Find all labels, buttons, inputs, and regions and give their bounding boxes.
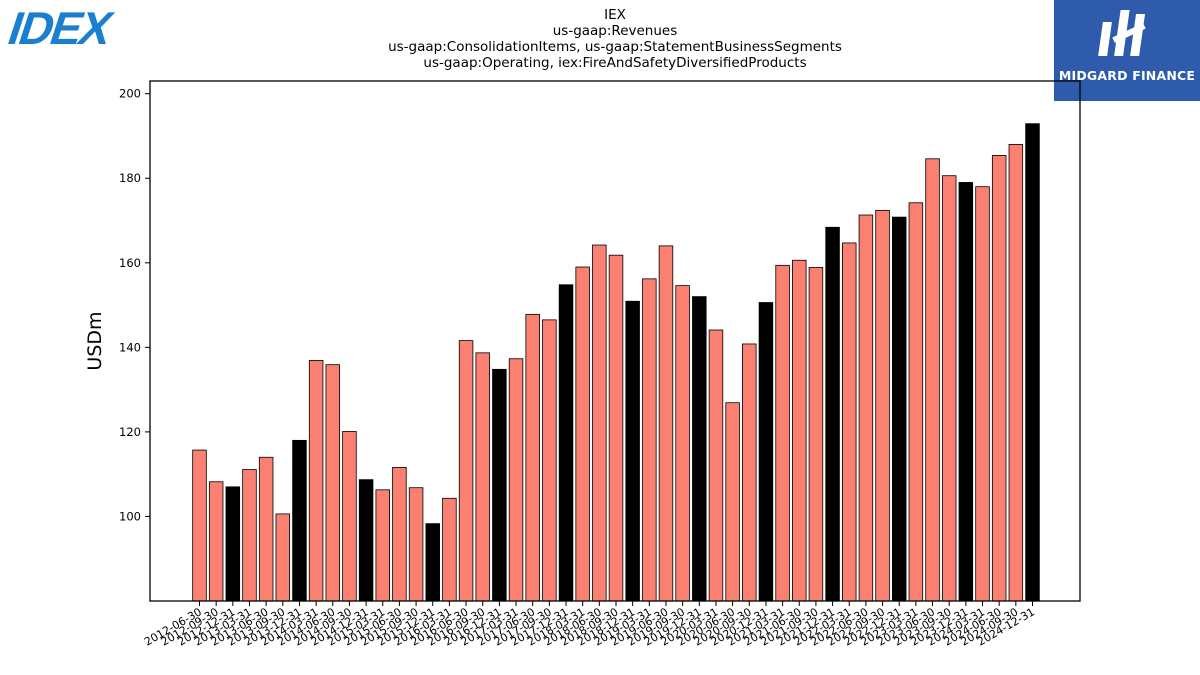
bar-2013-06-30 <box>258 456 274 602</box>
y-tick-label-180: 180 <box>119 171 141 185</box>
bar-2022-09-30 <box>875 209 890 602</box>
bar-2017-03-31 <box>508 358 524 602</box>
midgard-mark-icon <box>1098 10 1146 56</box>
y-tick-label-200: 200 <box>119 87 141 101</box>
chart-subtitle-member: us-gaap:Operating, iex:FireAndSafetyDive… <box>423 55 807 71</box>
chart-subtitle-concept: us-gaap:Revenues <box>552 23 678 39</box>
bar-2015-06-30 <box>392 467 407 602</box>
bar-2012-12-31 <box>225 486 241 602</box>
bar-2021-09-30 <box>808 267 824 602</box>
midgard-finance-logo: MIDGARD FINANCE <box>1054 0 1200 101</box>
idex-logo: IDEX <box>4 4 120 48</box>
bar-2017-09-30 <box>542 319 557 602</box>
bar-2023-12-31 <box>958 182 974 602</box>
bar-2024-03-31 <box>975 186 990 602</box>
bar-2022-03-31 <box>842 242 857 602</box>
bar-2015-12-31 <box>425 523 440 602</box>
bar-2024-06-30 <box>991 155 1007 602</box>
bar-2012-06-30 <box>192 449 207 602</box>
bar-2018-06-30 <box>592 244 607 602</box>
y-tick-label-120: 120 <box>119 425 141 439</box>
bar-2014-12-31 <box>358 479 374 602</box>
bar-2020-03-31 <box>708 329 724 602</box>
bar-2016-06-30 <box>458 340 474 602</box>
bar-2022-06-30 <box>858 214 874 602</box>
idex-logo-text: IDEX <box>4 4 120 48</box>
bar-2019-06-30 <box>658 245 674 602</box>
bars-group <box>192 123 1040 602</box>
x-axis: 2012-06-302012-09-302012-12-312013-03-31… <box>142 601 1037 649</box>
bar-2014-09-30 <box>342 431 357 602</box>
bar-2017-12-31 <box>558 284 574 602</box>
bar-2020-12-31 <box>758 302 774 602</box>
bar-2024-12-31 <box>1025 123 1040 602</box>
bar-2024-09-30 <box>1008 144 1024 602</box>
bar-2019-03-31 <box>642 278 657 602</box>
y-tick-label-160: 160 <box>119 256 141 270</box>
bar-2023-06-30 <box>925 158 940 602</box>
y-axis-label: USDm <box>84 311 106 370</box>
bar-2018-03-31 <box>575 266 590 602</box>
bar-2013-03-31 <box>242 469 257 602</box>
bar-2012-09-30 <box>208 481 224 602</box>
bar-2018-12-31 <box>625 300 640 602</box>
bar-2014-06-30 <box>325 364 341 602</box>
bar-2016-12-31 <box>492 368 507 602</box>
midgard-logo-text: MIDGARD FINANCE <box>1058 68 1196 83</box>
bar-2023-03-31 <box>908 202 924 602</box>
plot-frame <box>149 80 1081 602</box>
bar-2017-06-30 <box>525 313 540 602</box>
bar-2015-03-31 <box>375 489 390 602</box>
y-axis: 100 120 140 160 180 200 <box>119 87 150 523</box>
bar-2018-09-30 <box>608 254 624 602</box>
bar-2014-03-31 <box>308 360 324 602</box>
chart-title: IEX <box>604 7 626 23</box>
chart-subtitle-axis: us-gaap:ConsolidationItems, us-gaap:Stat… <box>388 39 842 55</box>
bar-2021-12-31 <box>825 226 840 602</box>
bar-2016-03-31 <box>442 497 457 602</box>
bar-2013-09-30 <box>275 513 291 602</box>
bar-2020-09-30 <box>742 343 757 602</box>
bar-2021-03-31 <box>775 264 790 602</box>
bar-2023-09-30 <box>941 175 957 602</box>
bar-2013-12-31 <box>292 439 307 602</box>
bar-2015-09-30 <box>408 487 424 602</box>
y-tick-label-140: 140 <box>119 340 141 354</box>
bar-2022-12-31 <box>891 216 907 602</box>
bar-2019-12-31 <box>692 296 707 602</box>
bar-2016-09-30 <box>475 352 490 602</box>
bar-2019-09-30 <box>675 285 690 602</box>
bar-2021-06-30 <box>792 259 807 602</box>
bar-2020-06-30 <box>725 402 740 602</box>
y-tick-label-100: 100 <box>119 509 141 523</box>
